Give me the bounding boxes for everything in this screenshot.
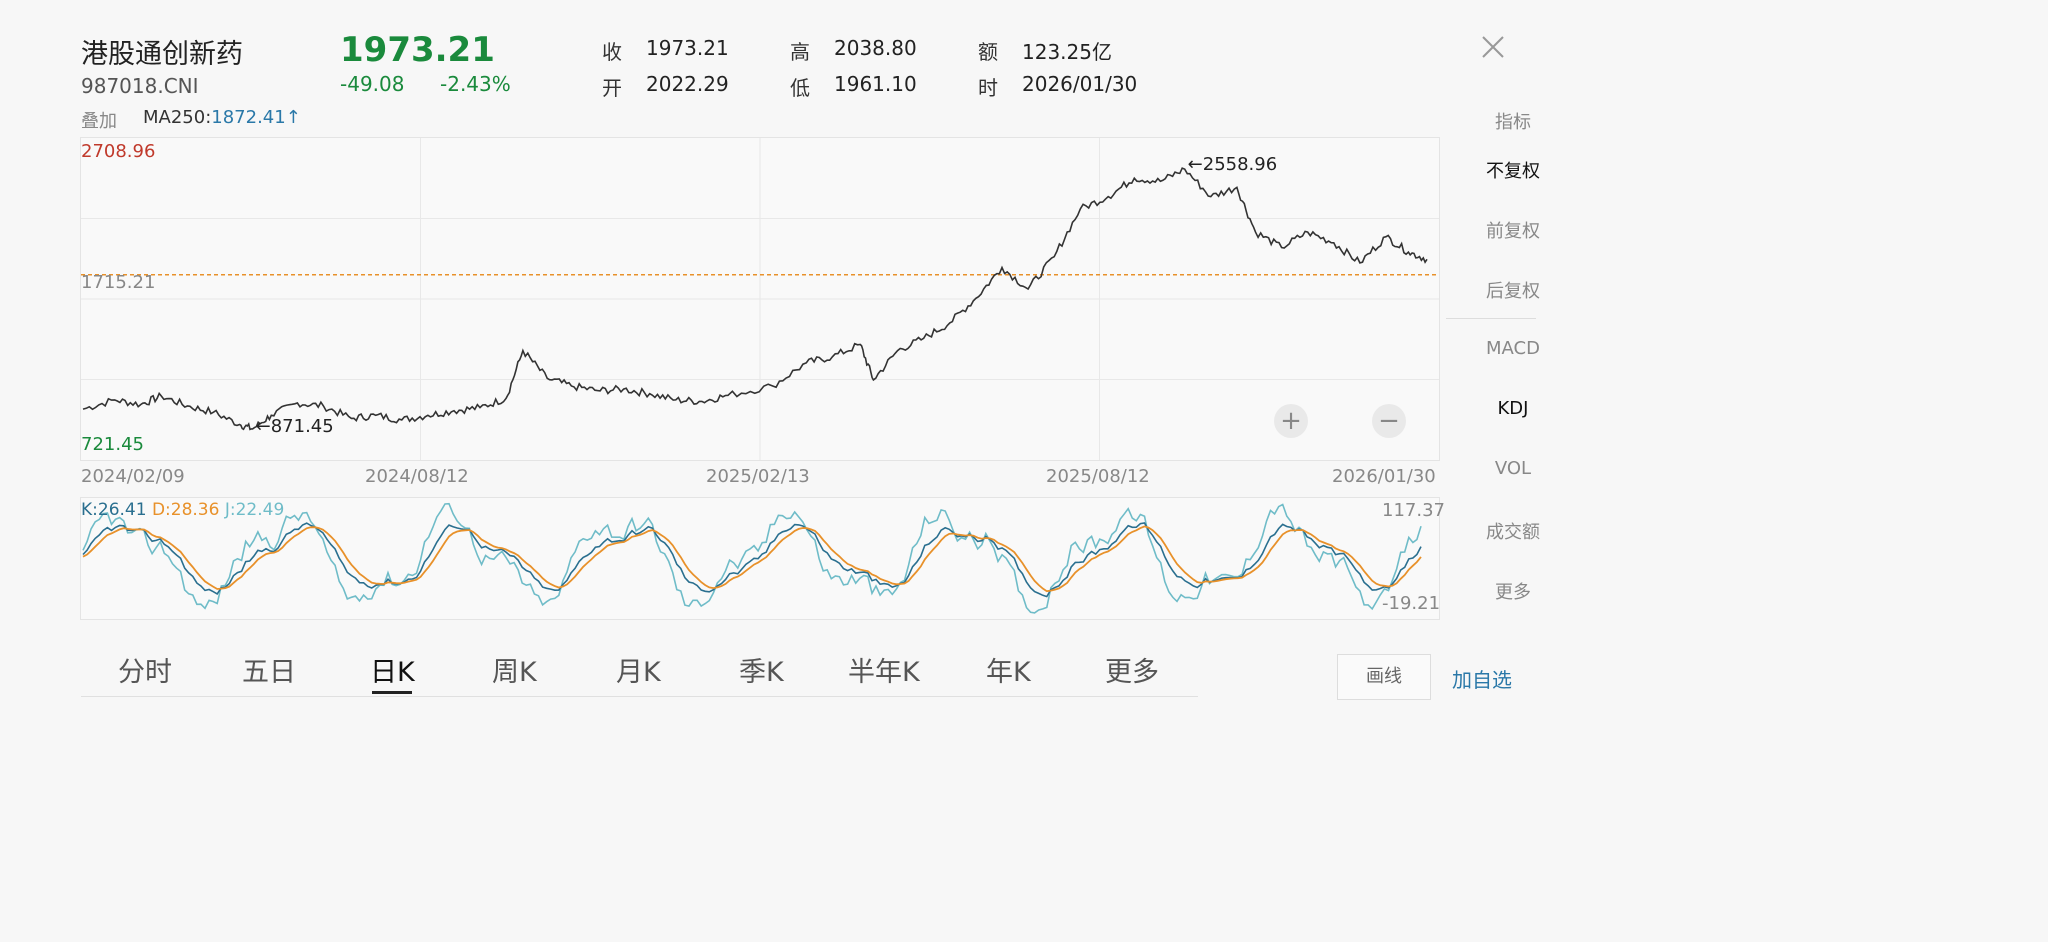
kdj-max-label: 117.37 (1382, 500, 1445, 521)
tab-intraday[interactable]: 分时 (118, 657, 172, 688)
close-value: 1973.21 (646, 36, 729, 60)
kdj-min-label: -19.21 (1382, 593, 1441, 614)
sidebar-backward-adjust[interactable]: 后复权 (1486, 281, 1540, 302)
price-change: -49.08 (340, 72, 405, 96)
tab-daily-k[interactable]: 日K (370, 657, 415, 688)
sidebar-forward-adjust[interactable]: 前复权 (1486, 221, 1540, 242)
kdj-d-line (82, 525, 1422, 593)
tab-yearly-k[interactable]: 年K (986, 657, 1031, 688)
open-value: 2022.29 (646, 72, 729, 96)
y-min-label: 721.45 (81, 434, 144, 455)
sidebar-kdj[interactable]: KDJ (1497, 398, 1529, 419)
x-label-4: 2026/01/30 (1332, 466, 1436, 487)
close-button[interactable] (1478, 32, 1508, 62)
stock-code: 987018.CNI (81, 74, 199, 98)
kdj-chart-svg (82, 502, 1422, 614)
low-value: 1961.10 (834, 72, 917, 96)
stock-name: 港股通创新药 (81, 39, 243, 70)
sidebar-no-adjust[interactable]: 不复权 (1486, 161, 1540, 182)
y-mid-label: 1715.21 (81, 272, 156, 293)
zoom-out-button[interactable]: − (1372, 404, 1406, 438)
x-label-1: 2024/08/12 (365, 466, 469, 487)
tab-quarterly-k[interactable]: 季K (739, 657, 784, 688)
x-label-3: 2025/08/12 (1046, 466, 1150, 487)
overlay-button[interactable]: 叠加 (81, 111, 117, 132)
price-line (82, 167, 1428, 431)
close-label: 收 (602, 40, 622, 64)
kdj-chart[interactable] (80, 497, 1440, 620)
amount-value: 123.25亿 (1022, 40, 1112, 64)
kdj-k-line (82, 522, 1422, 598)
kdj-d-value: D:28.36 (151, 500, 220, 520)
sidebar-indicators[interactable]: 指标 (1495, 112, 1531, 133)
sidebar-more[interactable]: 更多 (1495, 582, 1531, 603)
kdj-j-value: J:22.49 (224, 500, 285, 520)
ma250-label: MA250: (143, 107, 212, 128)
add-to-watchlist-button[interactable]: 加自选 (1452, 668, 1512, 692)
draw-line-button[interactable]: 画线 (1337, 654, 1431, 700)
time-value: 2026/01/30 (1022, 72, 1138, 96)
min-annotation: ←871.45 (255, 415, 334, 437)
ma250-value: 1872.41↑ (211, 107, 301, 128)
low-label: 低 (790, 76, 810, 100)
amount-label: 额 (978, 40, 998, 64)
active-tab-indicator (372, 691, 412, 694)
sidebar-divider (1446, 318, 1536, 319)
tab-half-year-k[interactable]: 半年K (848, 657, 920, 688)
x-label-0: 2024/02/09 (81, 466, 185, 487)
kdj-j-line (82, 502, 1422, 614)
price-chart-svg (81, 138, 1439, 460)
high-label: 高 (790, 40, 810, 64)
x-label-2: 2025/02/13 (706, 466, 810, 487)
sidebar-vol[interactable]: VOL (1494, 458, 1532, 479)
open-label: 开 (602, 76, 622, 100)
time-label: 时 (978, 76, 998, 100)
y-max-label: 2708.96 (81, 141, 156, 162)
tab-more[interactable]: 更多 (1105, 657, 1159, 688)
price-change-percent: -2.43% (440, 72, 511, 96)
ma250-indicator: MA250:1872.41↑ (143, 107, 301, 128)
kdj-k-value: K:26.41 (81, 500, 147, 520)
close-icon (1482, 36, 1504, 58)
tab-monthly-k[interactable]: 月K (616, 657, 661, 688)
zoom-in-button[interactable]: + (1274, 404, 1308, 438)
sidebar-turnover[interactable]: 成交额 (1486, 522, 1540, 543)
max-annotation: ←2558.96 (1187, 154, 1278, 176)
tabs-divider (81, 696, 1198, 697)
tab-five-day[interactable]: 五日 (242, 657, 296, 688)
current-price: 1973.21 (340, 30, 495, 70)
tab-weekly-k[interactable]: 周K (492, 657, 537, 688)
high-value: 2038.80 (834, 36, 917, 60)
kdj-legend: K:26.41 D:28.36 J:22.49 (81, 500, 284, 520)
sidebar-macd[interactable]: MACD (1486, 338, 1540, 359)
price-chart[interactable]: + − (80, 137, 1440, 461)
